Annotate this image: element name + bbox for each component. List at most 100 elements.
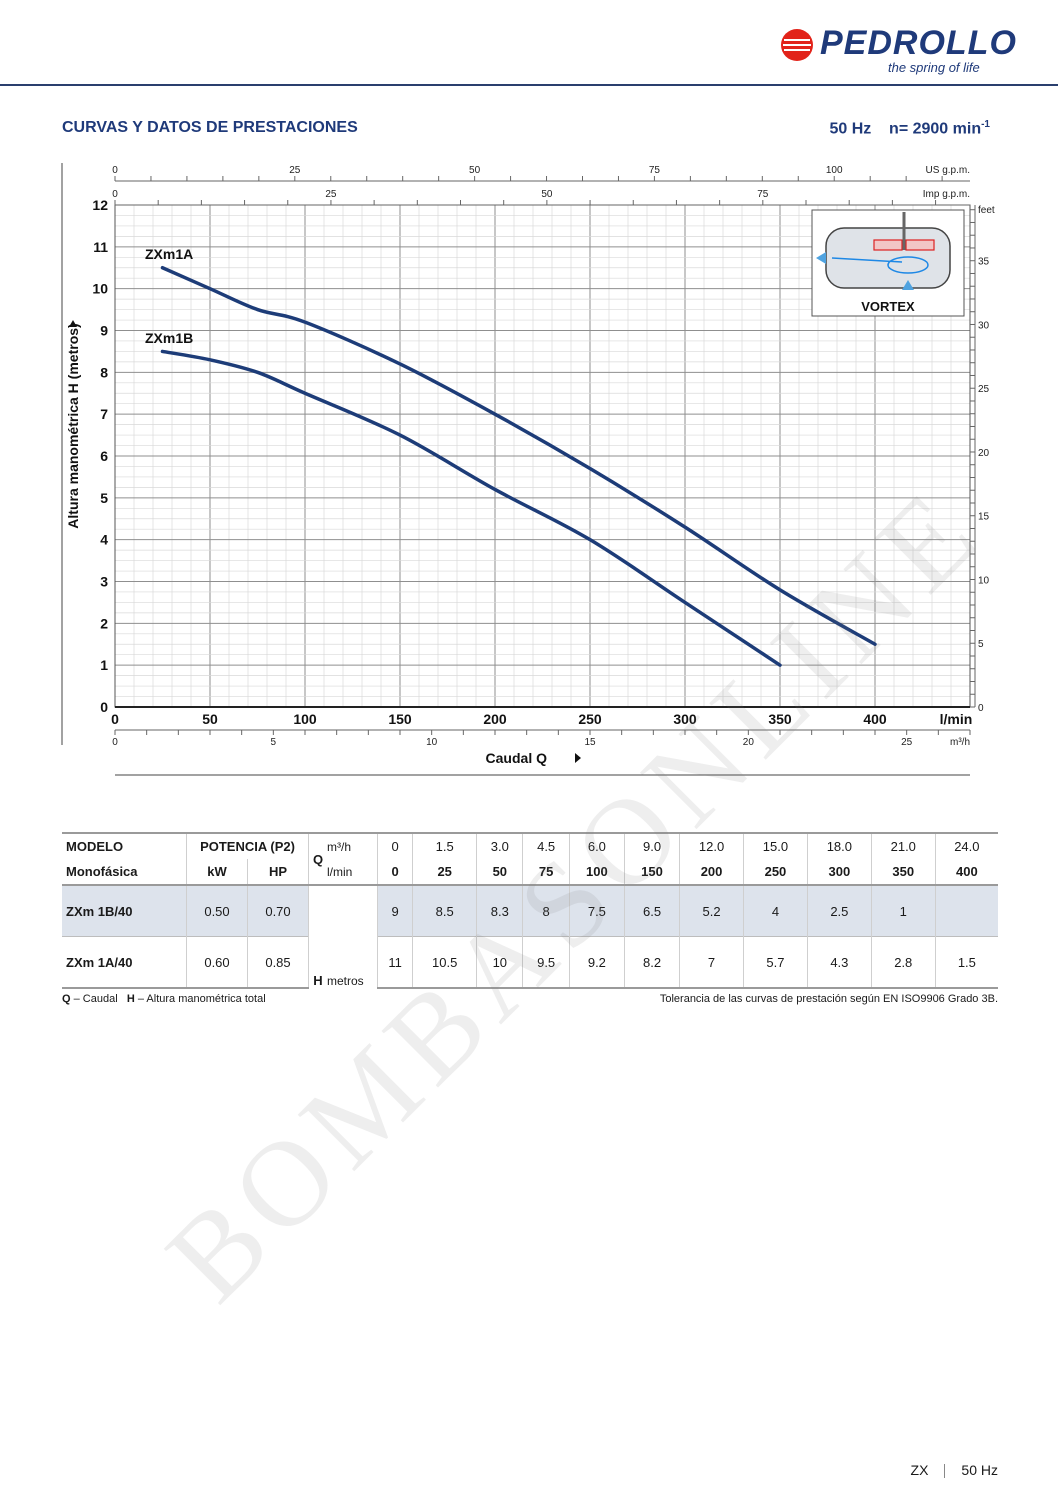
top-axis-tick-label: 0 xyxy=(112,165,118,176)
y-tick-label: 2 xyxy=(100,615,108,631)
head-value: 2.8 xyxy=(870,936,936,989)
x-unit-label: l/min xyxy=(940,711,973,727)
y-tick-label: 9 xyxy=(100,323,108,339)
model-name: ZXm 1B/40 xyxy=(62,884,187,937)
inlet-arrow-icon xyxy=(902,280,914,290)
tolerance-note: Tolerancia de las curvas de prestación s… xyxy=(659,993,998,1005)
lmin-cell: 200 xyxy=(679,859,744,885)
m3h-cell: 18.0 xyxy=(806,832,872,859)
bottom-axis2-tick-label: 0 xyxy=(112,737,118,748)
vortex-label: VORTEX xyxy=(861,299,915,314)
right-axis-tick-label: 10 xyxy=(978,575,990,586)
bottom-axis2-unit: m³/h xyxy=(950,737,970,748)
top-axis-tick-label: 25 xyxy=(325,189,337,200)
head-value: 1 xyxy=(870,884,936,937)
right-axis-tick-label: 35 xyxy=(978,257,990,268)
top-axis-tick-label: 100 xyxy=(826,165,843,176)
y-tick-label: 5 xyxy=(100,490,108,506)
head-value: 8.5 xyxy=(412,884,477,937)
x-tick-label: 300 xyxy=(673,711,697,727)
m3h-cell: 1.5 xyxy=(412,832,477,859)
top-axis-unit: Imp g.p.m. xyxy=(923,189,970,200)
header-modelo: MODELO xyxy=(62,832,187,859)
y-tick-label: 10 xyxy=(92,281,108,297)
head-value: 9.2 xyxy=(568,936,625,989)
m3h-cell: 15.0 xyxy=(743,832,808,859)
head-value: 8 xyxy=(522,884,570,937)
head-value: 5.2 xyxy=(679,884,744,937)
hp-value: 0.70 xyxy=(247,884,309,937)
x-tick-label: 400 xyxy=(863,711,887,727)
bottom-axis2-tick-label: 5 xyxy=(271,737,277,748)
head-value xyxy=(934,884,998,937)
header-lmin: l/min xyxy=(327,864,353,879)
top-axis-tick-label: 25 xyxy=(289,165,301,176)
y-axis-arrow-icon xyxy=(69,320,77,327)
y-tick-label: 1 xyxy=(100,657,108,673)
kw-value: 0.50 xyxy=(186,884,248,937)
y-axis-label: Altura manométrica H (metros) xyxy=(65,323,81,528)
lmin-cell: 400 xyxy=(934,859,998,885)
y-tick-label: 7 xyxy=(100,406,108,422)
vortex-swirl-icon xyxy=(887,256,929,274)
series-label: ZXm1A xyxy=(145,246,193,262)
legend-note: Q – Caudal H – Altura manométrica total xyxy=(62,993,266,1005)
y-tick-label: 3 xyxy=(100,574,108,590)
top-axis-unit: US g.p.m. xyxy=(926,165,970,176)
m3h-cell: 6.0 xyxy=(568,832,625,859)
logo-mark-icon xyxy=(781,29,813,61)
series-line xyxy=(160,266,877,646)
y-tick-label: 12 xyxy=(92,197,108,213)
note-q-text: – Caudal xyxy=(73,993,118,1005)
right-axis-tick-label: 0 xyxy=(978,703,984,714)
frequency: 50 Hz xyxy=(829,120,872,138)
head-value: 7 xyxy=(679,936,744,989)
footer-freq: 50 Hz xyxy=(961,1462,998,1478)
pedrollo-logo: PEDROLLO the spring of life xyxy=(780,22,1016,78)
y-tick-label: 0 xyxy=(100,699,108,715)
head-value: 6.5 xyxy=(623,884,680,937)
frequency-speed: 50 Hz n= 2900 min-1 xyxy=(829,119,990,138)
x-axis-label: Caudal Q xyxy=(486,750,548,766)
header-divider xyxy=(0,84,1058,86)
lmin-cell: 0 xyxy=(376,859,413,885)
m3h-cell: 9.0 xyxy=(623,832,680,859)
x-tick-label: 150 xyxy=(388,711,412,727)
top-axis-tick-label: 0 xyxy=(112,189,118,200)
head-value: 1.5 xyxy=(934,936,998,989)
head-value: 2.5 xyxy=(806,884,872,937)
head-value: 4.3 xyxy=(806,936,872,989)
x-tick-label: 250 xyxy=(578,711,602,727)
head-value: 10 xyxy=(476,936,523,989)
y-tick-label: 6 xyxy=(100,448,108,464)
lmin-cell: 300 xyxy=(806,859,872,885)
m3h-cell: 4.5 xyxy=(522,832,570,859)
footer-series: ZX xyxy=(910,1462,929,1478)
top-axis-tick-label: 50 xyxy=(469,165,481,176)
head-value: 5.7 xyxy=(743,936,808,989)
right-axis-tick-label: 30 xyxy=(978,320,990,331)
flow-line-icon xyxy=(831,257,903,263)
m3h-cell: 24.0 xyxy=(934,832,998,859)
series-line xyxy=(160,349,782,667)
y-tick-label: 11 xyxy=(93,239,108,255)
header-hp: HP xyxy=(247,859,309,885)
head-value: 9.5 xyxy=(522,936,570,989)
lmin-cell: 150 xyxy=(623,859,680,885)
impeller-icon xyxy=(873,239,903,251)
brand-tagline: the spring of life xyxy=(888,60,980,75)
y-tick-label: 4 xyxy=(100,532,108,548)
x-tick-label: 100 xyxy=(293,711,317,727)
head-value: 9 xyxy=(376,884,413,937)
table-row: ZXm 1B/40 0.50 0.70 H metros 9 8.5 8.3 8… xyxy=(62,884,998,988)
table-header-row: Monofásica kW HP l/min 0 25 50 75 100 15… xyxy=(62,859,998,885)
lmin-cell: 75 xyxy=(522,859,570,885)
note-h-text: – Altura manométrica total xyxy=(137,993,266,1005)
header-kw: kW xyxy=(186,859,248,885)
speed-exponent: -1 xyxy=(981,119,990,130)
page-title: CURVAS Y DATOS DE PRESTACIONES xyxy=(62,119,358,136)
performance-table: MODELO POTENCIA (P2) Q m³/h 0 1.5 3.0 4.… xyxy=(62,832,998,989)
lmin-cell: 350 xyxy=(870,859,936,885)
table-header-row: MODELO POTENCIA (P2) Q m³/h 0 1.5 3.0 4.… xyxy=(62,832,998,885)
head-value: 8.2 xyxy=(623,936,680,989)
